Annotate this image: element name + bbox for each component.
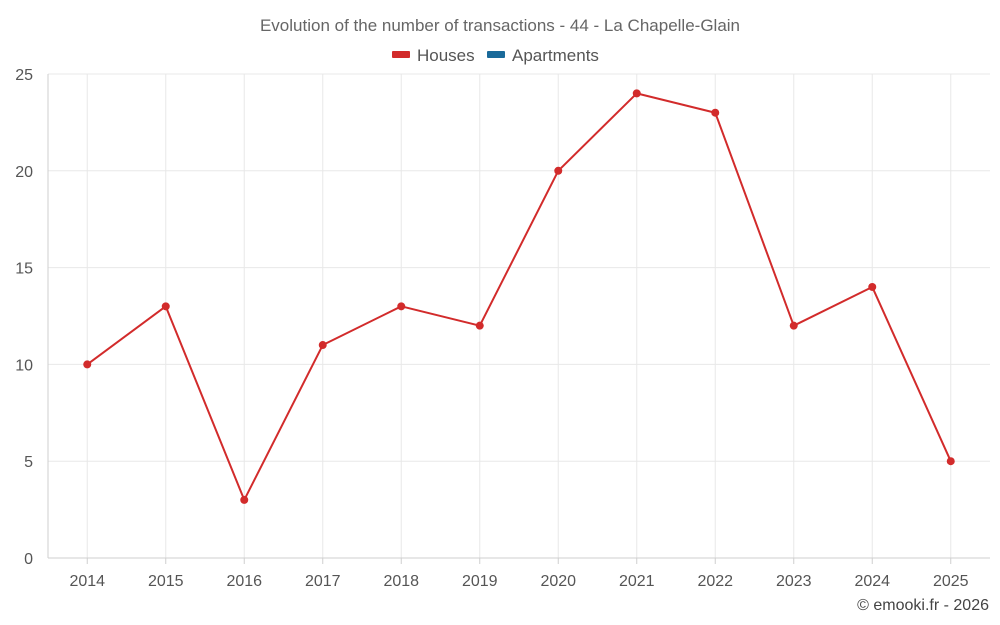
legend-label-houses: Houses xyxy=(417,46,475,65)
data-point-houses-2025[interactable] xyxy=(946,457,955,466)
x-tick-label: 2025 xyxy=(933,573,969,590)
x-tick-label: 2024 xyxy=(854,573,890,590)
legend-item-houses[interactable]: Houses xyxy=(392,46,475,65)
y-tick-label: 10 xyxy=(15,357,33,374)
legend-swatch-apartments xyxy=(487,51,505,58)
x-tick-label: 2018 xyxy=(383,573,419,590)
credit-text: © emooki.fr - 2026 xyxy=(857,597,989,614)
y-tick-label: 0 xyxy=(24,551,33,568)
x-tick-label: 2017 xyxy=(305,573,341,590)
x-tick-label: 2020 xyxy=(540,573,576,590)
x-tick-label: 2019 xyxy=(462,573,498,590)
y-tick-label: 20 xyxy=(15,164,33,181)
data-point-houses-2017[interactable] xyxy=(318,341,327,350)
x-tick-label: 2016 xyxy=(226,573,262,590)
x-tick-label: 2023 xyxy=(776,573,812,590)
chart-title: Evolution of the number of transactions … xyxy=(260,16,740,35)
legend: Houses Apartments xyxy=(392,46,599,65)
data-point-houses-2020[interactable] xyxy=(554,166,563,175)
data-point-houses-2022[interactable] xyxy=(711,108,720,117)
legend-label-apartments: Apartments xyxy=(512,46,599,65)
x-tick-label: 2022 xyxy=(697,573,733,590)
y-tick-label: 25 xyxy=(15,67,33,84)
y-tick-label: 5 xyxy=(24,454,33,471)
data-point-houses-2015[interactable] xyxy=(161,302,170,311)
legend-item-apartments[interactable]: Apartments xyxy=(487,46,599,65)
data-point-houses-2019[interactable] xyxy=(475,321,484,330)
data-point-houses-2016[interactable] xyxy=(240,495,249,504)
data-point-houses-2021[interactable] xyxy=(632,89,641,98)
x-tick-label: 2021 xyxy=(619,573,655,590)
grid xyxy=(48,73,990,558)
data-point-houses-2014[interactable] xyxy=(83,360,92,369)
x-tick-label: 2014 xyxy=(69,573,105,590)
x-tick-label: 2015 xyxy=(148,573,184,590)
legend-swatch-houses xyxy=(392,51,410,58)
data-point-houses-2023[interactable] xyxy=(789,321,798,330)
data-point-houses-2018[interactable] xyxy=(397,302,406,311)
series-line-houses xyxy=(86,92,952,501)
y-tick-label: 15 xyxy=(15,261,33,278)
series-layer xyxy=(83,89,955,504)
data-point-houses-2024[interactable] xyxy=(868,282,877,291)
